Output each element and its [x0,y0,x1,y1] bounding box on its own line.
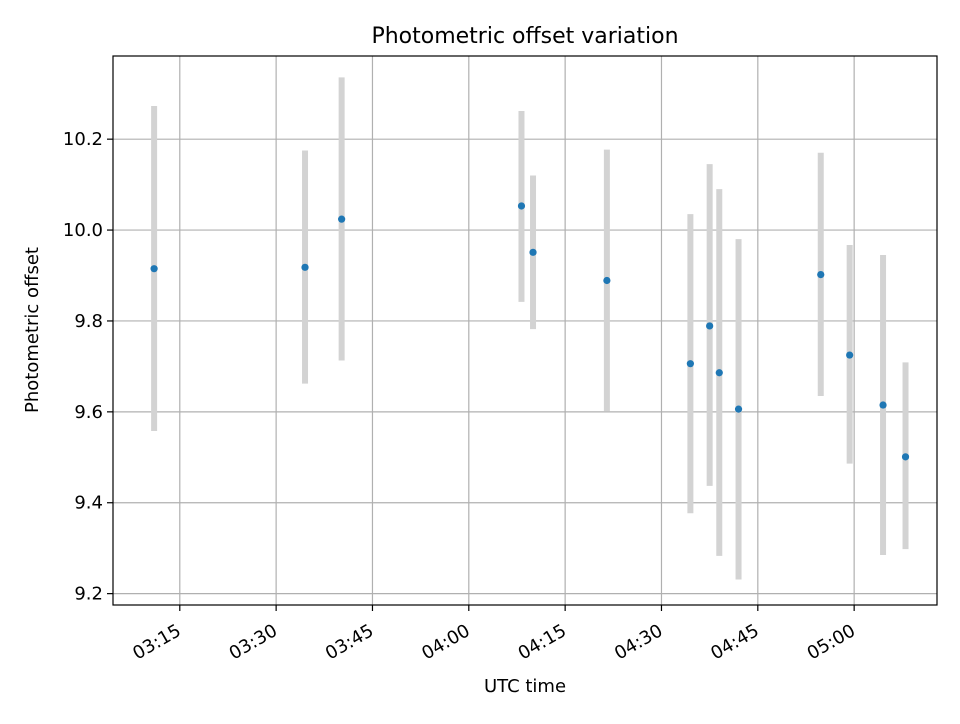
y-tick-label: 9.8 [74,311,103,332]
data-point [603,276,611,285]
point-layer [150,202,910,461]
data-point [301,263,309,271]
y-tick-label: 9.6 [74,402,103,423]
data-point [150,265,158,273]
y-tick-label: 9.2 [74,584,103,605]
data-point [517,202,526,210]
chart-title: Photometric offset variation [371,24,678,49]
data-point [338,215,346,223]
y-tick-label: 10.0 [63,220,103,241]
data-point [901,453,910,461]
y-tick-label: 10.2 [63,129,103,150]
data-point [686,360,694,368]
data-point [879,401,887,409]
grid-layer [113,56,937,605]
data-point [706,322,714,330]
y-tick-label: 9.4 [74,493,103,514]
data-point [715,369,723,377]
axes-frame [112,55,938,606]
y-axis-label: Photometric offset [22,247,43,413]
data-point [734,405,743,413]
data-point [529,248,537,256]
data-point [817,271,825,279]
data-point [846,351,854,359]
x-axis-label: UTC time [484,676,566,697]
